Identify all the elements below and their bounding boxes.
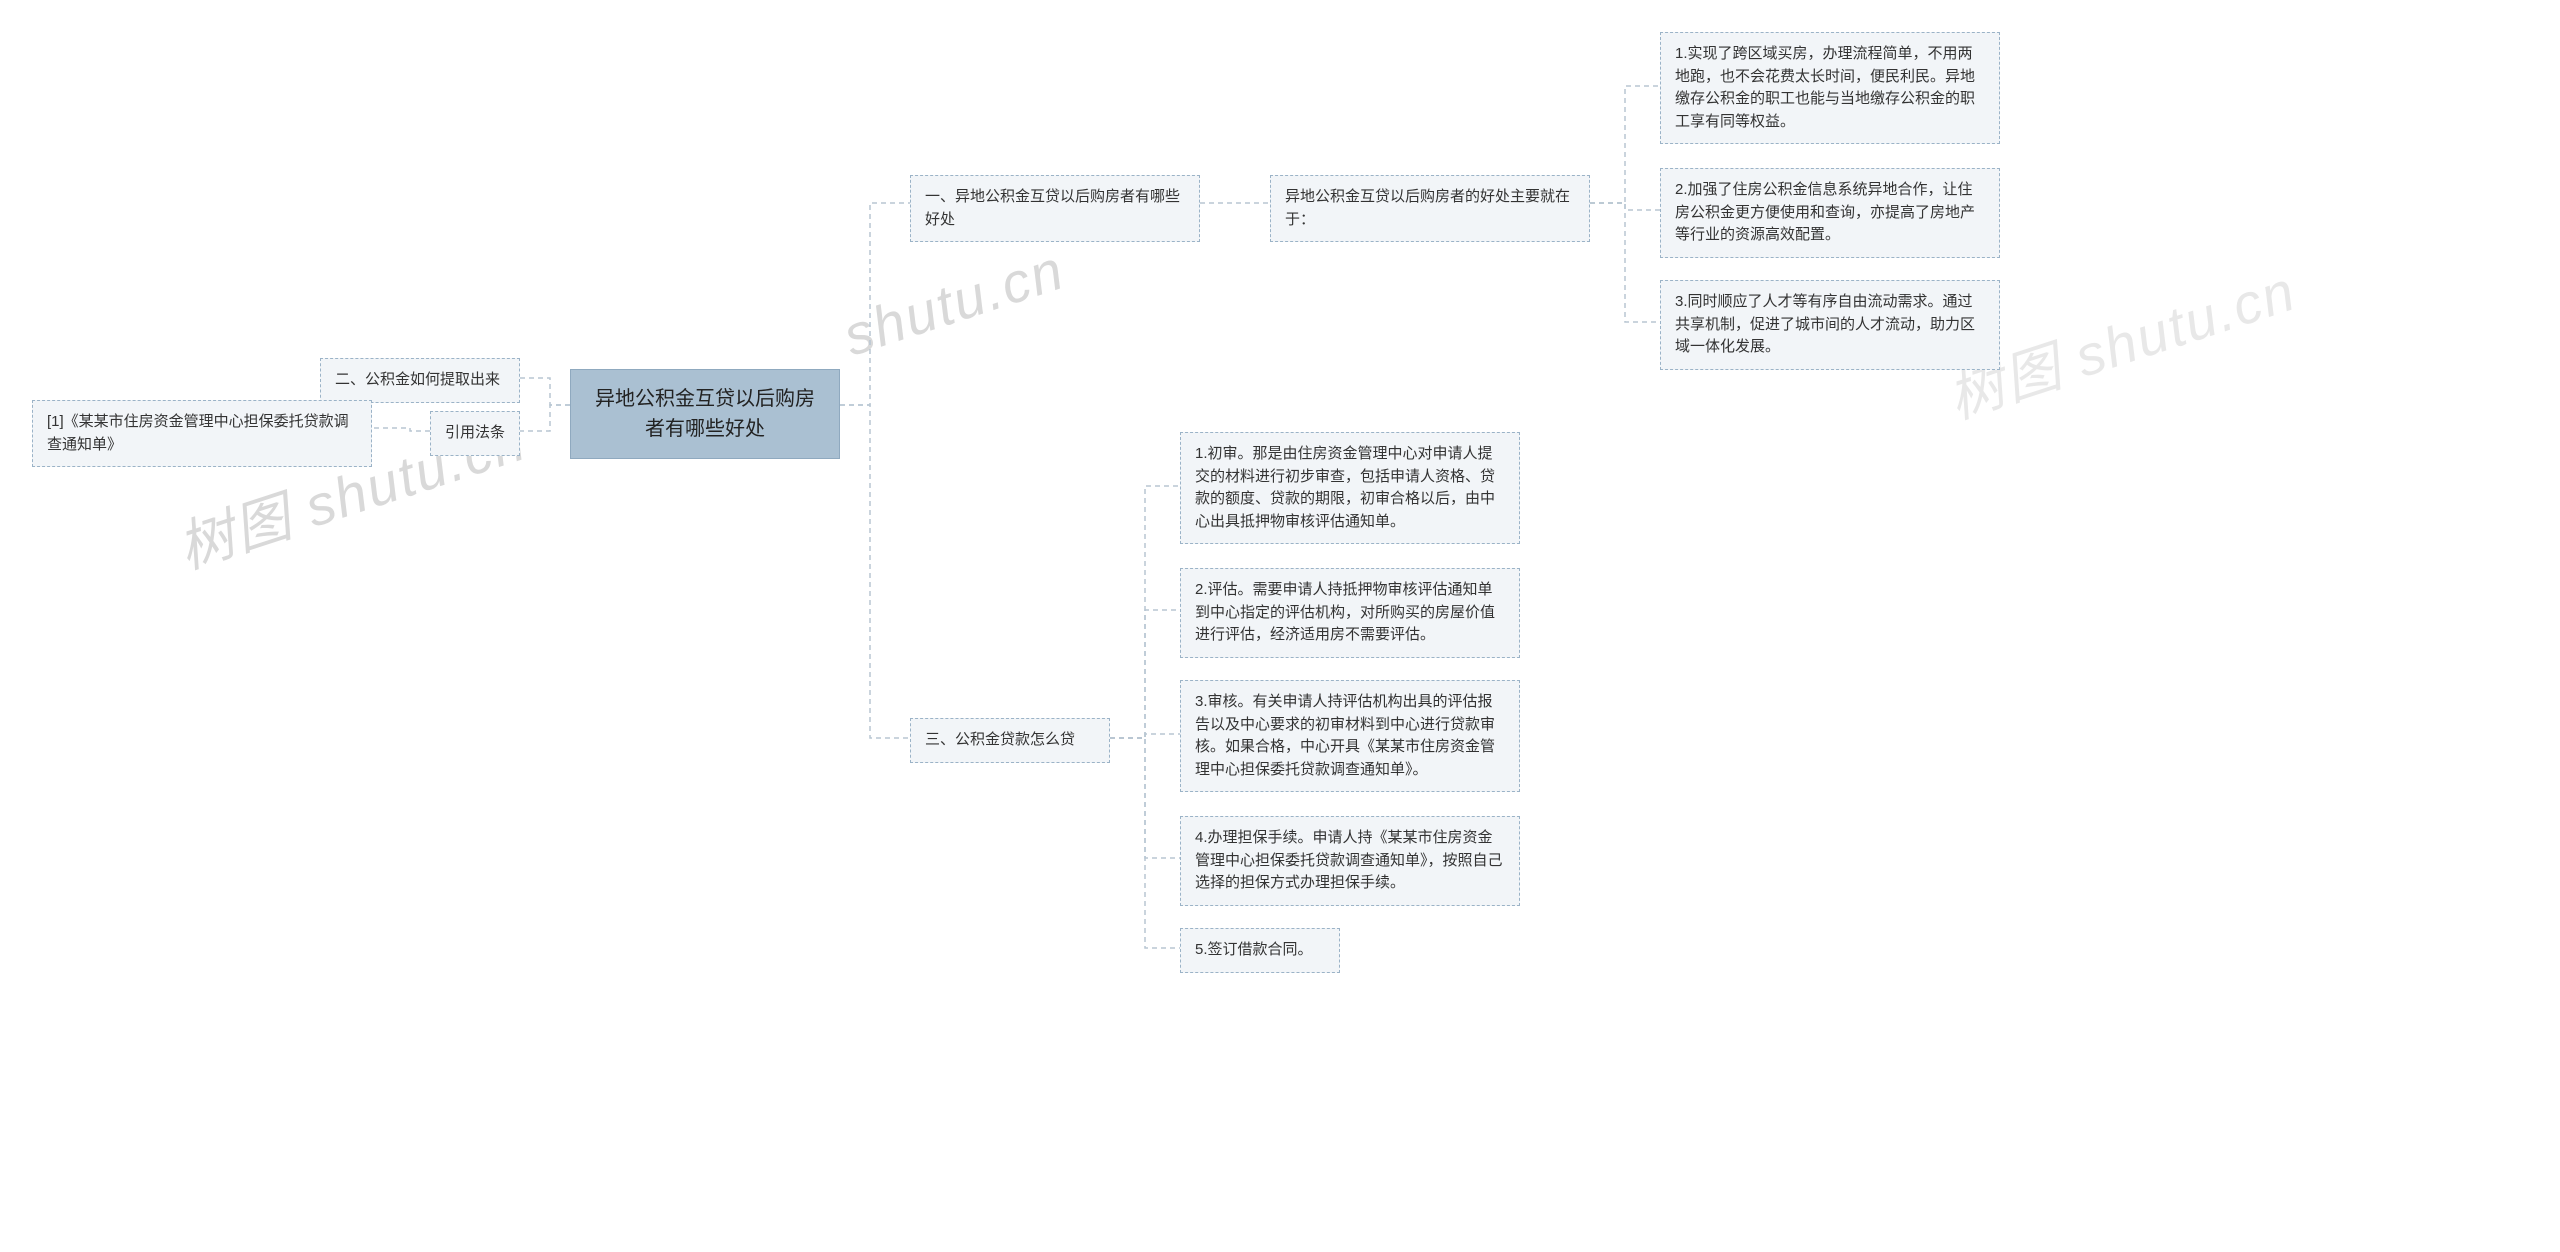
- b3-leaf-1[interactable]: 1.初审。那是由住房资金管理中心对申请人提交的材料进行初步审查，包括申请人资格、…: [1180, 432, 1520, 544]
- b3-leaf-2-label: 2.评估。需要申请人持抵押物审核评估通知单到中心指定的评估机构，对所购买的房屋价…: [1195, 581, 1495, 643]
- branch-2-label: 二、公积金如何提取出来: [335, 371, 500, 388]
- branch-1-mid-label: 异地公积金互贷以后购房者的好处主要就在于：: [1285, 188, 1570, 228]
- b3-leaf-5[interactable]: 5.签订借款合同。: [1180, 928, 1340, 973]
- b3-leaf-2[interactable]: 2.评估。需要申请人持抵押物审核评估通知单到中心指定的评估机构，对所购买的房屋价…: [1180, 568, 1520, 658]
- b3-leaf-5-label: 5.签订借款合同。: [1195, 941, 1313, 958]
- root-label: 异地公积金互贷以后购房者有哪些好处: [595, 388, 815, 440]
- b3-leaf-4[interactable]: 4.办理担保手续。申请人持《某某市住房资金管理中心担保委托贷款调查通知单》，按照…: [1180, 816, 1520, 906]
- branch-2[interactable]: 二、公积金如何提取出来: [320, 358, 520, 403]
- b1-leaf-2-label: 2.加强了住房公积金信息系统异地合作，让住房公积金更方便使用和查询，亦提高了房地…: [1675, 181, 1975, 243]
- b1-leaf-1-label: 1.实现了跨区域买房，办理流程简单，不用两地跑，也不会花费太长时间，便民利民。异…: [1675, 45, 1975, 130]
- cite-branch-label: 引用法条: [445, 424, 505, 441]
- cite-branch[interactable]: 引用法条: [430, 411, 520, 456]
- watermark: shutu.cn: [836, 236, 1073, 368]
- b1-leaf-3-label: 3.同时顺应了人才等有序自由流动需求。通过共享机制，促进了城市间的人才流动，助力…: [1675, 293, 1975, 355]
- b3-leaf-3[interactable]: 3.审核。有关申请人持评估机构出具的评估报告以及中心要求的初审材料到中心进行贷款…: [1180, 680, 1520, 792]
- root-node[interactable]: 异地公积金互贷以后购房者有哪些好处: [570, 369, 840, 459]
- b3-leaf-3-label: 3.审核。有关申请人持评估机构出具的评估报告以及中心要求的初审材料到中心进行贷款…: [1195, 693, 1495, 778]
- b1-leaf-3[interactable]: 3.同时顺应了人才等有序自由流动需求。通过共享机制，促进了城市间的人才流动，助力…: [1660, 280, 2000, 370]
- branch-3[interactable]: 三、公积金贷款怎么贷: [910, 718, 1110, 763]
- b3-leaf-4-label: 4.办理担保手续。申请人持《某某市住房资金管理中心担保委托贷款调查通知单》，按照…: [1195, 829, 1503, 891]
- b1-leaf-2[interactable]: 2.加强了住房公积金信息系统异地合作，让住房公积金更方便使用和查询，亦提高了房地…: [1660, 168, 2000, 258]
- cite-leaf[interactable]: [1]《某某市住房资金管理中心担保委托贷款调查通知单》: [32, 400, 372, 467]
- b3-leaf-1-label: 1.初审。那是由住房资金管理中心对申请人提交的材料进行初步审查，包括申请人资格、…: [1195, 445, 1495, 530]
- b1-leaf-1[interactable]: 1.实现了跨区域买房，办理流程简单，不用两地跑，也不会花费太长时间，便民利民。异…: [1660, 32, 2000, 144]
- cite-leaf-label: [1]《某某市住房资金管理中心担保委托贷款调查通知单》: [47, 413, 349, 453]
- branch-1-label: 一、异地公积金互贷以后购房者有哪些好处: [925, 188, 1180, 228]
- branch-1-mid[interactable]: 异地公积金互贷以后购房者的好处主要就在于：: [1270, 175, 1590, 242]
- branch-1[interactable]: 一、异地公积金互贷以后购房者有哪些好处: [910, 175, 1200, 242]
- branch-3-label: 三、公积金贷款怎么贷: [925, 731, 1075, 748]
